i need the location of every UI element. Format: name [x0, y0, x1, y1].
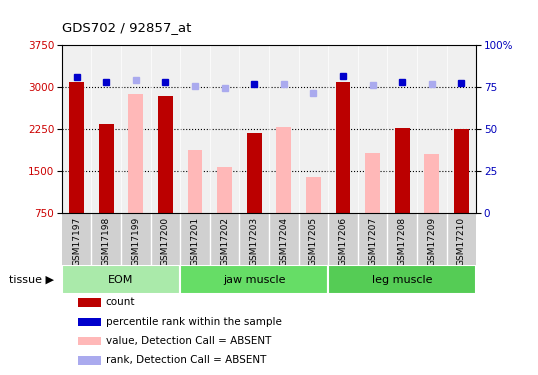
Bar	[79, 318, 101, 326]
Bar	[217, 168, 232, 213]
Text: GSM17202: GSM17202	[220, 217, 229, 266]
Text: jaw muscle: jaw muscle	[223, 274, 286, 285]
Bar	[277, 127, 291, 213]
Bar	[79, 356, 101, 364]
Bar	[188, 150, 202, 213]
FancyBboxPatch shape	[62, 265, 180, 294]
Text: GSM17203: GSM17203	[250, 217, 259, 266]
Bar	[336, 82, 350, 213]
Text: GSM17198: GSM17198	[102, 217, 111, 266]
Bar	[79, 298, 101, 307]
Text: rank, Detection Call = ABSENT: rank, Detection Call = ABSENT	[106, 355, 266, 365]
Text: GDS702 / 92857_at: GDS702 / 92857_at	[62, 21, 191, 34]
Text: tissue ▶: tissue ▶	[9, 274, 54, 285]
Bar	[69, 82, 84, 213]
Text: GSM17208: GSM17208	[398, 217, 407, 266]
Text: leg muscle: leg muscle	[372, 274, 433, 285]
Text: GSM17206: GSM17206	[338, 217, 348, 266]
Text: GSM17197: GSM17197	[72, 217, 81, 266]
Text: GSM17201: GSM17201	[190, 217, 200, 266]
Text: GSM17210: GSM17210	[457, 217, 466, 266]
Text: EOM: EOM	[108, 274, 134, 285]
Text: GSM17205: GSM17205	[309, 217, 318, 266]
Text: GSM17204: GSM17204	[279, 217, 288, 266]
Bar	[454, 129, 469, 213]
Bar	[247, 134, 261, 213]
Bar	[306, 177, 321, 213]
Text: GSM17199: GSM17199	[131, 217, 140, 266]
Text: GSM17209: GSM17209	[427, 217, 436, 266]
Text: value, Detection Call = ABSENT: value, Detection Call = ABSENT	[106, 336, 271, 346]
Bar	[129, 94, 143, 213]
Text: GSM17200: GSM17200	[161, 217, 170, 266]
Bar	[365, 153, 380, 213]
Text: percentile rank within the sample: percentile rank within the sample	[106, 316, 282, 327]
Text: count: count	[106, 297, 135, 307]
Text: GSM17207: GSM17207	[368, 217, 377, 266]
Bar	[424, 153, 439, 213]
Bar	[158, 96, 173, 213]
Bar	[79, 337, 101, 345]
Bar	[395, 128, 409, 213]
Bar	[99, 124, 114, 213]
FancyBboxPatch shape	[328, 265, 476, 294]
FancyBboxPatch shape	[180, 265, 328, 294]
